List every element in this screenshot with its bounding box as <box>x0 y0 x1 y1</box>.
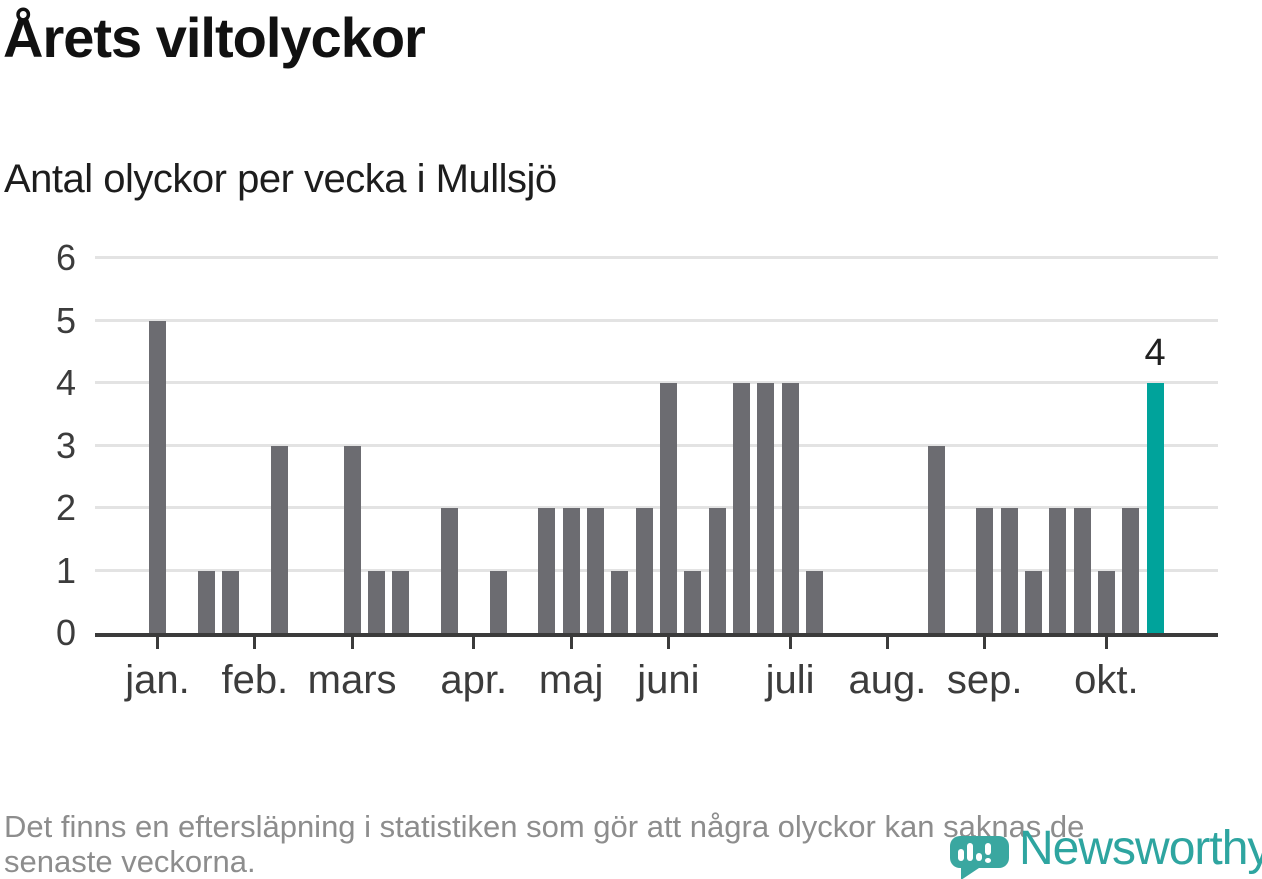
bar <box>440 508 458 633</box>
x-axis-tick <box>788 637 792 649</box>
bar <box>976 508 994 633</box>
bar <box>1049 508 1067 633</box>
footer-note: Det finns en eftersläpning i statistiken… <box>4 809 1084 879</box>
gridline <box>95 256 1218 259</box>
x-axis-line <box>95 633 1218 637</box>
bar <box>538 508 556 633</box>
y-axis-label: 4 <box>55 362 76 403</box>
month-label: maj <box>538 658 604 702</box>
bar <box>562 508 580 633</box>
bar <box>635 508 653 633</box>
bar <box>1097 570 1115 633</box>
month-label: feb. <box>221 658 289 702</box>
y-axis-label: 1 <box>55 549 76 591</box>
x-axis-tick <box>885 637 889 649</box>
bar <box>732 383 750 633</box>
month-label: aug. <box>848 658 927 702</box>
bar <box>197 570 215 633</box>
bar <box>684 570 702 633</box>
bar <box>927 445 945 633</box>
x-axis-tick <box>253 637 257 649</box>
y-axis-label: 0 <box>55 612 76 653</box>
month-label: apr. <box>440 658 508 702</box>
y-axis-label: 6 <box>55 237 76 278</box>
month-label: jan. <box>125 658 190 702</box>
month-label: juli <box>765 658 815 702</box>
bar <box>392 570 410 633</box>
logo-chart-bar <box>958 849 964 861</box>
bar <box>343 445 361 633</box>
bar <box>1024 570 1042 633</box>
bar <box>1122 508 1140 633</box>
bar <box>708 508 726 633</box>
gridline <box>95 506 1218 509</box>
y-axis-label: 2 <box>55 487 76 528</box>
month-label: okt. <box>1074 658 1139 702</box>
bar <box>757 383 775 633</box>
gridline <box>95 381 1218 384</box>
bar <box>659 383 677 633</box>
logo-bubble-tail <box>961 864 985 879</box>
bar <box>367 570 385 633</box>
x-axis-tick <box>156 637 159 649</box>
x-axis-tick <box>472 637 476 649</box>
footer-note-line: senaste veckorna. <box>4 844 256 879</box>
x-axis-tick <box>1104 637 1108 649</box>
y-axis-label: 3 <box>55 424 76 466</box>
footer-note-line: Det finns en eftersläpning i statistiken… <box>4 809 1085 844</box>
bar <box>149 320 166 633</box>
bar <box>221 570 239 633</box>
bar <box>805 570 823 633</box>
newsworthy-logo-text: Newsworthy <box>1019 822 1262 875</box>
logo-chart-bar <box>967 843 973 861</box>
x-axis-tick <box>666 637 670 649</box>
logo-chart-bar <box>976 853 982 861</box>
newsworthy-speech-bubble-bar-chart-icon <box>950 836 1009 868</box>
highlight-value-label: 4 <box>1144 332 1166 374</box>
gridline <box>95 568 1218 572</box>
bar <box>270 445 288 633</box>
month-label: juni <box>637 658 700 702</box>
y-axis-label: 5 <box>55 299 76 341</box>
bar <box>489 570 507 633</box>
x-axis-tick <box>569 637 573 649</box>
bar <box>1000 508 1018 633</box>
logo-exclamation-bar <box>985 843 991 855</box>
bar <box>611 570 629 633</box>
bar <box>1073 508 1091 633</box>
bar <box>781 383 799 633</box>
logo-exclamation-dot <box>985 858 991 863</box>
chart-title: Årets viltolyckor <box>3 6 426 69</box>
chart-subtitle: Antal olyckor per vecka i Mullsjö <box>4 157 557 201</box>
bar <box>586 508 604 633</box>
gridline <box>95 443 1218 447</box>
x-axis-tick <box>350 637 354 649</box>
month-label: mars <box>307 658 397 702</box>
x-axis-tick <box>983 637 987 649</box>
gridline <box>95 318 1218 322</box>
highlight-bar <box>1146 383 1164 633</box>
month-label: sep. <box>946 658 1023 702</box>
